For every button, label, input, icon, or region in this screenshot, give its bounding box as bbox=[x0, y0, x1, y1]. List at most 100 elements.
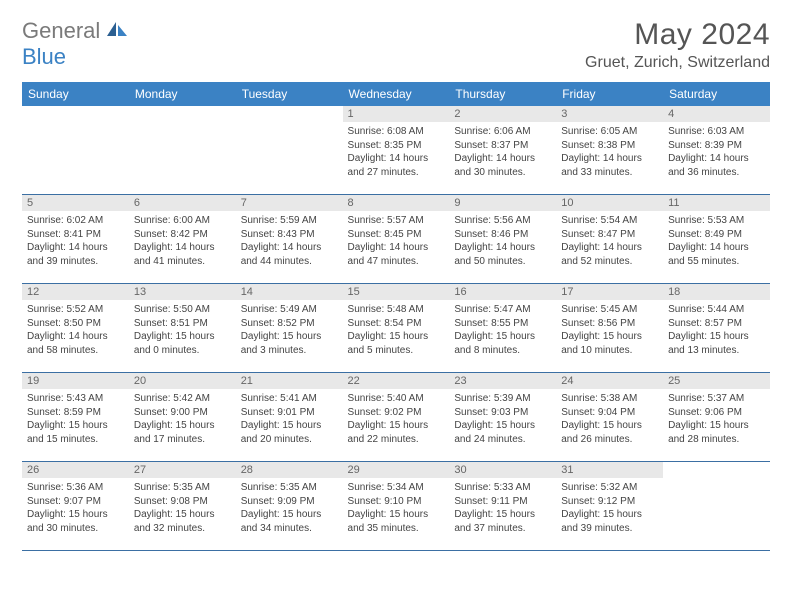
calendar-cell: 29Sunrise: 5:34 AMSunset: 9:10 PMDayligh… bbox=[343, 462, 450, 551]
day-data: Sunrise: 5:56 AMSunset: 8:46 PMDaylight:… bbox=[449, 211, 556, 272]
day-number: 27 bbox=[129, 462, 236, 478]
calendar-cell bbox=[663, 462, 770, 551]
calendar-header-row: SundayMondayTuesdayWednesdayThursdayFrid… bbox=[22, 82, 770, 106]
day-data: Sunrise: 5:53 AMSunset: 8:49 PMDaylight:… bbox=[663, 211, 770, 272]
day-number: 26 bbox=[22, 462, 129, 478]
logo-text: General Blue bbox=[22, 18, 127, 70]
calendar-cell bbox=[22, 106, 129, 195]
calendar-cell: 11Sunrise: 5:53 AMSunset: 8:49 PMDayligh… bbox=[663, 195, 770, 284]
weekday-header: Monday bbox=[129, 82, 236, 106]
weekday-header: Saturday bbox=[663, 82, 770, 106]
calendar-table: SundayMondayTuesdayWednesdayThursdayFrid… bbox=[22, 82, 770, 551]
day-data: Sunrise: 5:41 AMSunset: 9:01 PMDaylight:… bbox=[236, 389, 343, 450]
calendar-cell: 20Sunrise: 5:42 AMSunset: 9:00 PMDayligh… bbox=[129, 373, 236, 462]
logo-sail-icon bbox=[107, 22, 127, 38]
day-data: Sunrise: 5:37 AMSunset: 9:06 PMDaylight:… bbox=[663, 389, 770, 450]
day-number: 21 bbox=[236, 373, 343, 389]
calendar-cell: 21Sunrise: 5:41 AMSunset: 9:01 PMDayligh… bbox=[236, 373, 343, 462]
weekday-header: Thursday bbox=[449, 82, 556, 106]
day-number: 13 bbox=[129, 284, 236, 300]
day-number: 15 bbox=[343, 284, 450, 300]
day-data: Sunrise: 5:48 AMSunset: 8:54 PMDaylight:… bbox=[343, 300, 450, 361]
day-data: Sunrise: 6:02 AMSunset: 8:41 PMDaylight:… bbox=[22, 211, 129, 272]
calendar-cell: 15Sunrise: 5:48 AMSunset: 8:54 PMDayligh… bbox=[343, 284, 450, 373]
day-number: 6 bbox=[129, 195, 236, 211]
calendar-cell: 25Sunrise: 5:37 AMSunset: 9:06 PMDayligh… bbox=[663, 373, 770, 462]
day-number: 9 bbox=[449, 195, 556, 211]
calendar-body: 1Sunrise: 6:08 AMSunset: 8:35 PMDaylight… bbox=[22, 106, 770, 551]
calendar-cell: 4Sunrise: 6:03 AMSunset: 8:39 PMDaylight… bbox=[663, 106, 770, 195]
calendar-cell: 13Sunrise: 5:50 AMSunset: 8:51 PMDayligh… bbox=[129, 284, 236, 373]
day-number: 4 bbox=[663, 106, 770, 122]
day-number: 24 bbox=[556, 373, 663, 389]
calendar-cell: 24Sunrise: 5:38 AMSunset: 9:04 PMDayligh… bbox=[556, 373, 663, 462]
calendar-cell: 3Sunrise: 6:05 AMSunset: 8:38 PMDaylight… bbox=[556, 106, 663, 195]
calendar-row: 1Sunrise: 6:08 AMSunset: 8:35 PMDaylight… bbox=[22, 106, 770, 195]
logo-text-gray: General bbox=[22, 18, 100, 43]
calendar-row: 12Sunrise: 5:52 AMSunset: 8:50 PMDayligh… bbox=[22, 284, 770, 373]
logo: General Blue bbox=[22, 18, 127, 70]
day-data: Sunrise: 5:35 AMSunset: 9:09 PMDaylight:… bbox=[236, 478, 343, 539]
calendar-cell: 5Sunrise: 6:02 AMSunset: 8:41 PMDaylight… bbox=[22, 195, 129, 284]
calendar-cell: 22Sunrise: 5:40 AMSunset: 9:02 PMDayligh… bbox=[343, 373, 450, 462]
day-number: 25 bbox=[663, 373, 770, 389]
calendar-cell: 7Sunrise: 5:59 AMSunset: 8:43 PMDaylight… bbox=[236, 195, 343, 284]
calendar-cell: 10Sunrise: 5:54 AMSunset: 8:47 PMDayligh… bbox=[556, 195, 663, 284]
day-data: Sunrise: 5:44 AMSunset: 8:57 PMDaylight:… bbox=[663, 300, 770, 361]
day-number: 17 bbox=[556, 284, 663, 300]
day-number: 28 bbox=[236, 462, 343, 478]
day-number: 19 bbox=[22, 373, 129, 389]
calendar-cell: 26Sunrise: 5:36 AMSunset: 9:07 PMDayligh… bbox=[22, 462, 129, 551]
day-number bbox=[129, 106, 236, 122]
day-data: Sunrise: 6:03 AMSunset: 8:39 PMDaylight:… bbox=[663, 122, 770, 183]
day-data: Sunrise: 6:08 AMSunset: 8:35 PMDaylight:… bbox=[343, 122, 450, 183]
day-data: Sunrise: 5:59 AMSunset: 8:43 PMDaylight:… bbox=[236, 211, 343, 272]
day-data: Sunrise: 6:05 AMSunset: 8:38 PMDaylight:… bbox=[556, 122, 663, 183]
weekday-header: Wednesday bbox=[343, 82, 450, 106]
calendar-row: 26Sunrise: 5:36 AMSunset: 9:07 PMDayligh… bbox=[22, 462, 770, 551]
day-number: 7 bbox=[236, 195, 343, 211]
day-number: 29 bbox=[343, 462, 450, 478]
calendar-row: 19Sunrise: 5:43 AMSunset: 8:59 PMDayligh… bbox=[22, 373, 770, 462]
calendar-cell: 31Sunrise: 5:32 AMSunset: 9:12 PMDayligh… bbox=[556, 462, 663, 551]
day-data: Sunrise: 5:40 AMSunset: 9:02 PMDaylight:… bbox=[343, 389, 450, 450]
calendar-cell bbox=[236, 106, 343, 195]
day-data: Sunrise: 5:33 AMSunset: 9:11 PMDaylight:… bbox=[449, 478, 556, 539]
day-number: 14 bbox=[236, 284, 343, 300]
calendar-cell: 2Sunrise: 6:06 AMSunset: 8:37 PMDaylight… bbox=[449, 106, 556, 195]
day-data: Sunrise: 5:45 AMSunset: 8:56 PMDaylight:… bbox=[556, 300, 663, 361]
day-number: 20 bbox=[129, 373, 236, 389]
day-number: 8 bbox=[343, 195, 450, 211]
day-number: 10 bbox=[556, 195, 663, 211]
calendar-cell: 19Sunrise: 5:43 AMSunset: 8:59 PMDayligh… bbox=[22, 373, 129, 462]
day-data: Sunrise: 6:00 AMSunset: 8:42 PMDaylight:… bbox=[129, 211, 236, 272]
day-data: Sunrise: 5:50 AMSunset: 8:51 PMDaylight:… bbox=[129, 300, 236, 361]
day-number: 11 bbox=[663, 195, 770, 211]
day-number: 31 bbox=[556, 462, 663, 478]
title-block: May 2024 Gruet, Zurich, Switzerland bbox=[585, 18, 770, 72]
day-number: 23 bbox=[449, 373, 556, 389]
day-number: 18 bbox=[663, 284, 770, 300]
calendar-cell: 9Sunrise: 5:56 AMSunset: 8:46 PMDaylight… bbox=[449, 195, 556, 284]
day-number bbox=[663, 462, 770, 478]
weekday-header: Tuesday bbox=[236, 82, 343, 106]
day-number: 12 bbox=[22, 284, 129, 300]
day-data: Sunrise: 5:36 AMSunset: 9:07 PMDaylight:… bbox=[22, 478, 129, 539]
day-data: Sunrise: 5:39 AMSunset: 9:03 PMDaylight:… bbox=[449, 389, 556, 450]
calendar-cell: 28Sunrise: 5:35 AMSunset: 9:09 PMDayligh… bbox=[236, 462, 343, 551]
calendar-cell bbox=[129, 106, 236, 195]
day-data: Sunrise: 5:52 AMSunset: 8:50 PMDaylight:… bbox=[22, 300, 129, 361]
day-data: Sunrise: 5:57 AMSunset: 8:45 PMDaylight:… bbox=[343, 211, 450, 272]
day-number: 5 bbox=[22, 195, 129, 211]
calendar-cell: 27Sunrise: 5:35 AMSunset: 9:08 PMDayligh… bbox=[129, 462, 236, 551]
month-title: May 2024 bbox=[585, 18, 770, 52]
day-data: Sunrise: 5:38 AMSunset: 9:04 PMDaylight:… bbox=[556, 389, 663, 450]
day-number bbox=[22, 106, 129, 122]
calendar-cell: 6Sunrise: 6:00 AMSunset: 8:42 PMDaylight… bbox=[129, 195, 236, 284]
calendar-cell: 17Sunrise: 5:45 AMSunset: 8:56 PMDayligh… bbox=[556, 284, 663, 373]
calendar-cell: 8Sunrise: 5:57 AMSunset: 8:45 PMDaylight… bbox=[343, 195, 450, 284]
calendar-cell: 1Sunrise: 6:08 AMSunset: 8:35 PMDaylight… bbox=[343, 106, 450, 195]
location: Gruet, Zurich, Switzerland bbox=[585, 54, 770, 72]
day-data: Sunrise: 5:42 AMSunset: 9:00 PMDaylight:… bbox=[129, 389, 236, 450]
day-data: Sunrise: 6:06 AMSunset: 8:37 PMDaylight:… bbox=[449, 122, 556, 183]
